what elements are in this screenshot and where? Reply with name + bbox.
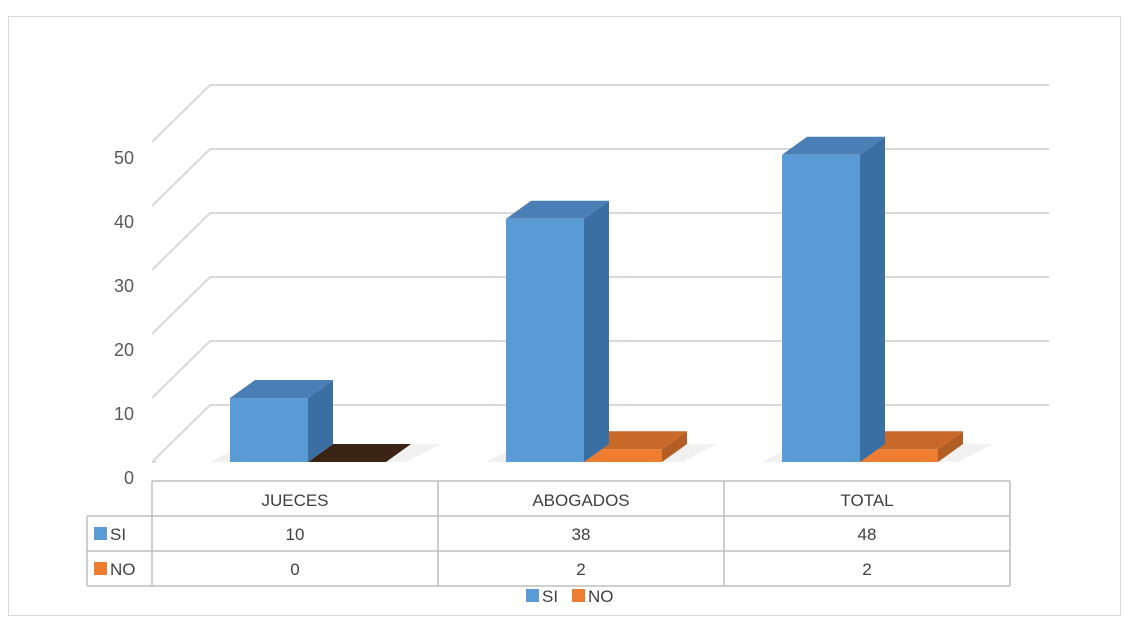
legend-swatch [526, 589, 539, 602]
x-tick-label: TOTAL [840, 491, 893, 510]
y-axis-ticks: 0 10 20 30 40 50 [114, 148, 134, 488]
y-tick-label: 0 [124, 468, 134, 488]
bar-si-abogados-front [506, 218, 584, 462]
gridline-depth [151, 84, 211, 143]
bar-si-total-top [782, 136, 885, 155]
bar-si-jueces-front [230, 398, 308, 462]
data-label: 0 [290, 560, 299, 579]
bar-no-total-top [860, 431, 963, 450]
table-series-name: NO [110, 560, 136, 579]
legend-label: NO [588, 587, 614, 606]
gridline-depth [151, 276, 211, 335]
bar-si-jueces [230, 380, 333, 462]
data-label: 48 [858, 525, 877, 544]
table-series-swatch [94, 562, 107, 575]
bar-si-total-front [782, 154, 860, 463]
table-series-swatch [94, 527, 107, 540]
bar-si-jueces-top [230, 380, 333, 398]
bar-si-abogados [506, 200, 609, 463]
bar-si-jueces-side [308, 380, 333, 462]
gridlines [151, 84, 1049, 463]
bar-no-abogados-front [584, 449, 662, 462]
bar-no-jueces-top [308, 444, 411, 462]
y-tick-label: 20 [114, 340, 134, 360]
y-tick-label: 50 [114, 148, 134, 168]
y-tick-label: 40 [114, 212, 134, 232]
x-tick-label: JUECES [261, 491, 328, 510]
gridline-depth [151, 404, 211, 463]
bar-no-total-side [938, 431, 963, 462]
bar-no-abogados-top [584, 431, 687, 450]
data-table: JUECES ABOGADOS TOTAL SI 10 38 48 NO 0 2 2 [86, 480, 1011, 587]
y-tick-label: 30 [114, 276, 134, 296]
legend-label: SI [542, 587, 558, 606]
data-label: 2 [862, 560, 871, 579]
gridline-depth [151, 340, 211, 399]
bar-si-total-side [860, 136, 885, 463]
bar-si-abogados-side [584, 200, 609, 463]
gridline-depth [151, 148, 211, 207]
bar-no-abogados [584, 431, 687, 462]
data-label: 2 [576, 560, 585, 579]
gridline-depth [151, 212, 211, 271]
table-series-name: SI [110, 525, 126, 544]
bar-no-total-front [860, 449, 938, 462]
bar-no-abogados-side [662, 431, 687, 462]
data-label: 10 [286, 525, 305, 544]
data-label: 38 [572, 525, 591, 544]
legend: SI NO [526, 587, 614, 606]
bar-no-total [860, 431, 963, 462]
legend-swatch [572, 589, 585, 602]
y-tick-label: 10 [114, 404, 134, 424]
x-tick-label: ABOGADOS [532, 491, 629, 510]
bar-si-abogados-top [506, 200, 609, 219]
bar-no-jueces [308, 444, 411, 462]
bars [210, 136, 993, 463]
bar-si-total [782, 136, 885, 463]
